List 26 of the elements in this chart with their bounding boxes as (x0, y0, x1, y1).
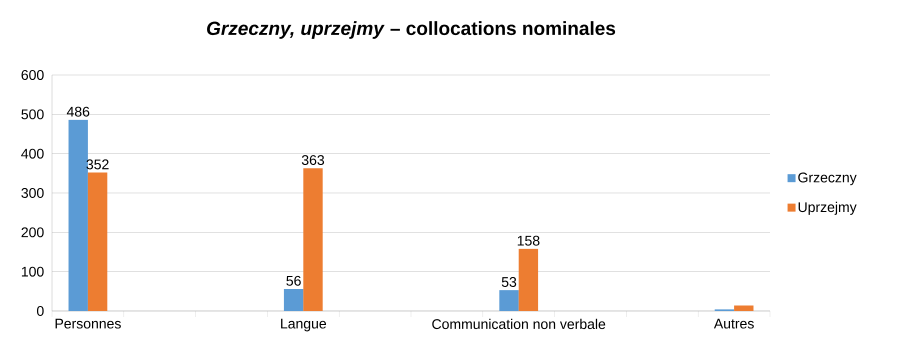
bar (68, 120, 88, 311)
data-label: 56 (286, 276, 301, 286)
bar (88, 172, 108, 311)
y-tick-label: 400 (21, 148, 44, 159)
bar (518, 248, 538, 311)
bar (284, 288, 304, 311)
y-tick-label: 500 (21, 109, 44, 120)
data-label: 53 (502, 277, 516, 287)
y-tick-label: 600 (22, 70, 44, 80)
y-tick-label: 100 (22, 266, 44, 277)
x-tick-label: Autres (714, 318, 754, 329)
x-tick-label: Langue (281, 318, 326, 332)
data-label: 363 (302, 155, 324, 166)
bar (499, 290, 519, 311)
bar (303, 168, 323, 311)
legend-label: Grzeczny (798, 172, 857, 186)
x-tick-label: Personnes (56, 318, 121, 329)
y-tick-label: 0 (36, 306, 44, 316)
data-label: 158 (518, 236, 540, 246)
y-tick-label: 300 (21, 188, 44, 198)
legend-label: Uprzejmy (798, 202, 857, 215)
data-label: 486 (66, 106, 90, 117)
x-tick-label: Communication non verbale (432, 318, 606, 330)
chart-title: Grzeczny, uprzejmy – collocations nominales (207, 21, 616, 39)
y-tick-label: 200 (22, 227, 44, 238)
bar (734, 305, 754, 311)
